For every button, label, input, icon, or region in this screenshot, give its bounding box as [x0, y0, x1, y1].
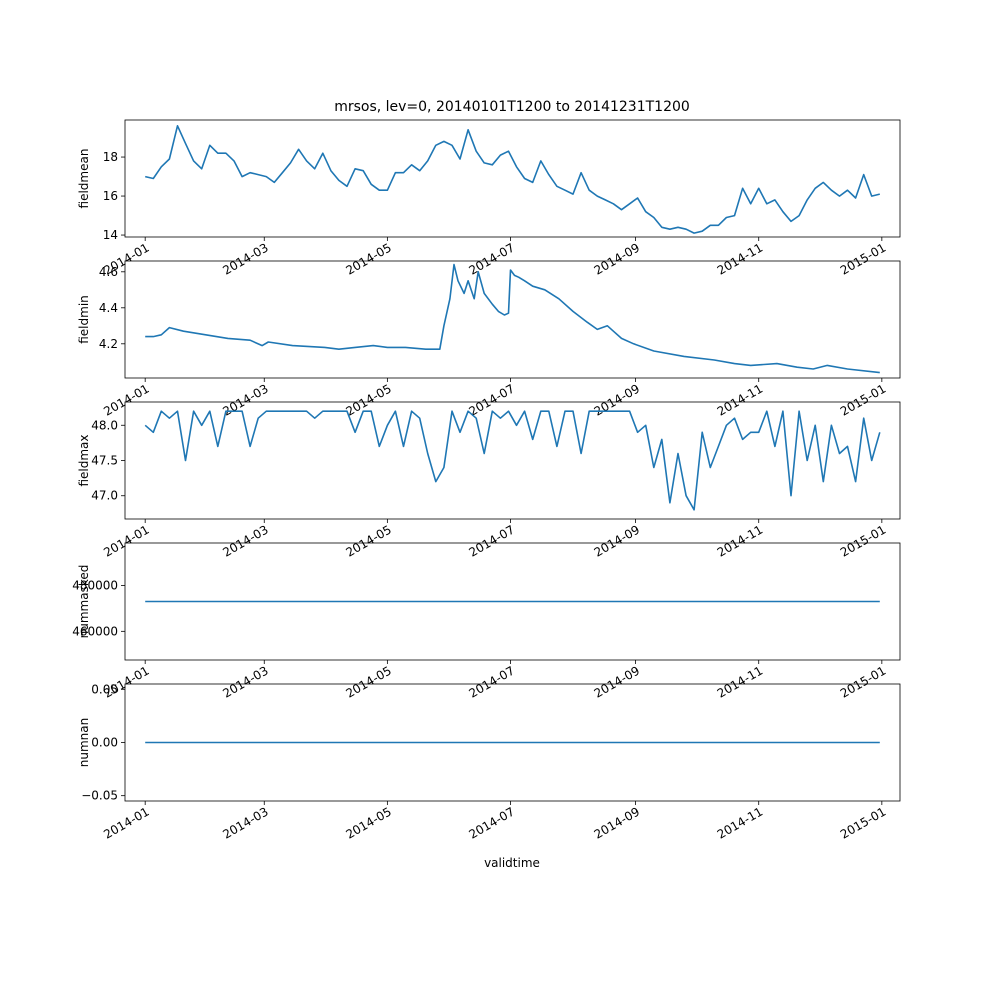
numnan-y-tick-label: 0.00: [91, 736, 118, 750]
fieldmean-y-axis-label: fieldmean: [77, 149, 91, 209]
fieldmax-y-tick-label: 48.0: [91, 418, 118, 432]
figure-title: mrsos, lev=0, 20140101T1200 to 20141231T…: [334, 99, 690, 115]
numnan-y-axis-label: numnan: [77, 718, 91, 767]
fieldmin-y-tick-label: 4.2: [99, 337, 118, 351]
fieldmean-y-tick-label: 16: [103, 189, 118, 203]
fieldmean-y-tick-label: 14: [103, 228, 118, 242]
fieldmax-y-tick-label: 47.5: [91, 454, 118, 468]
x-axis-label: validtime: [484, 856, 540, 870]
fieldmin-y-axis-label: fieldmin: [77, 295, 91, 344]
fieldmean-y-tick-label: 18: [103, 150, 118, 164]
nummasked-y-axis-label: nummasked: [77, 565, 91, 639]
fieldmax-series-line: [144, 410, 881, 511]
nummasked-axes-frame: [124, 542, 901, 661]
nummasked-y-tick-label: 460000: [72, 624, 118, 638]
numnan-y-tick-label: 0.05: [91, 682, 118, 696]
fieldmax-y-tick-label: 47.0: [91, 489, 118, 503]
numnan-y-tick-label: −0.05: [81, 789, 118, 803]
fieldmin-y-tick-label: 4.6: [99, 265, 118, 279]
nummasked-y-tick-label: 480000: [72, 578, 118, 592]
fieldmax-y-axis-label: fieldmax: [77, 434, 91, 486]
fieldmin-series-line: [145, 263, 880, 374]
fieldmin-y-tick-label: 4.4: [99, 301, 118, 315]
fieldmin-axes-frame: [124, 260, 901, 379]
fieldmean-axes-frame: [124, 119, 901, 238]
fieldmean-series-line: [145, 125, 880, 234]
